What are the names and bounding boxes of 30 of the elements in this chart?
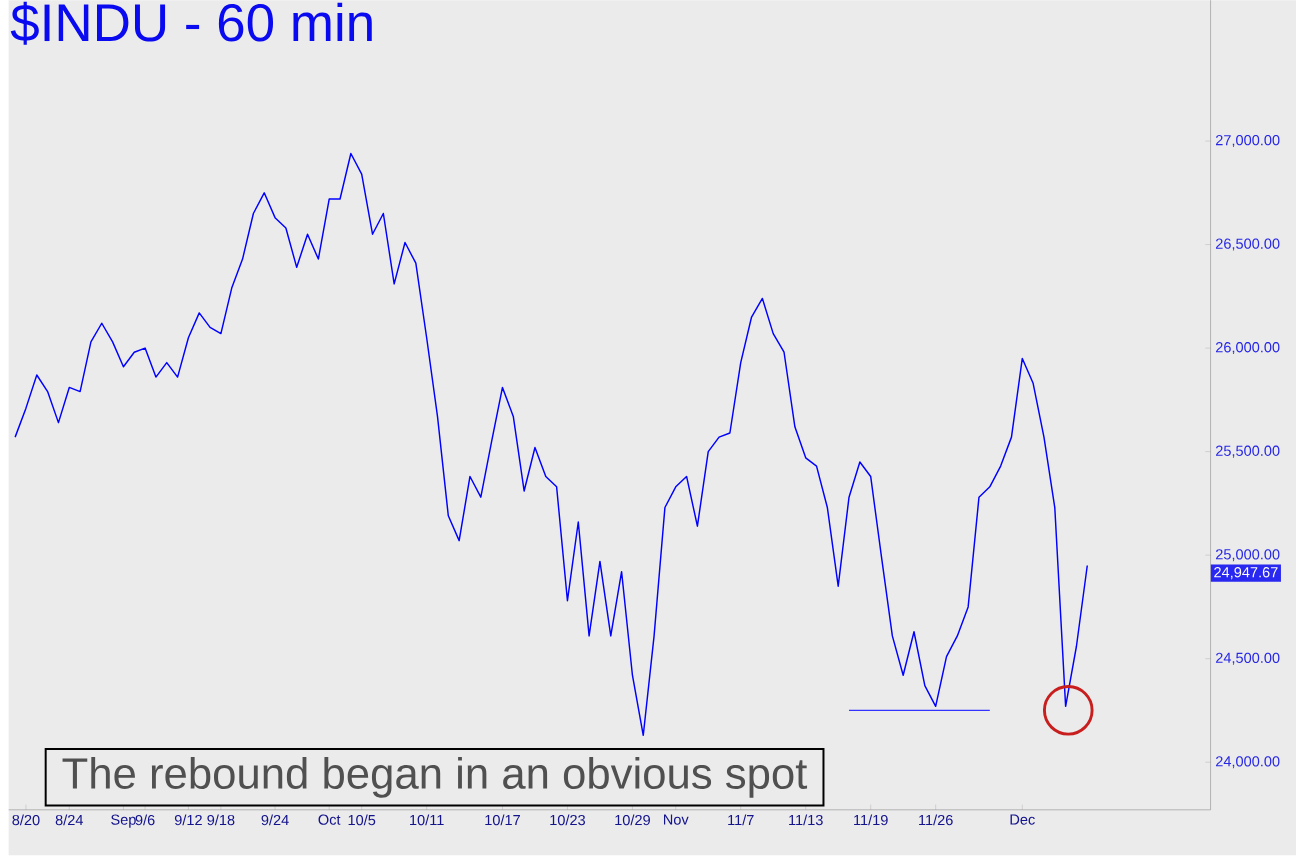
line-series — [14, 152, 1089, 737]
x-tick-label: 11/19 — [854, 814, 888, 826]
y-tick-label: 25,500.00 — [1215, 445, 1280, 458]
x-tick-label: 9/12 — [174, 814, 202, 826]
x-tick-label: 11/26 — [919, 814, 953, 826]
x-tick-label: 9/24 — [261, 814, 289, 826]
x-tick-label: Dec — [1010, 814, 1035, 825]
x-tick-label: 10/5 — [348, 814, 376, 826]
x-tick-label: 11/13 — [789, 814, 823, 826]
text: 24,947.67 — [1214, 567, 1278, 580]
x-tick-label: 10/17 — [485, 814, 520, 826]
y-tick-label: 26,000.00 — [1215, 342, 1280, 355]
y-tick-label: 26,500.00 — [1215, 238, 1280, 251]
y-tick-label: 25,000.00 — [1215, 549, 1280, 562]
x-tick-label: 10/11 — [410, 814, 444, 826]
x-tick-label: 8/24 — [55, 814, 84, 826]
annotation: The rebound began in an obvious spot — [62, 757, 808, 798]
y-tick-label: 24,000.00 — [1215, 756, 1280, 769]
x-tick-label: Sep — [111, 814, 136, 828]
x-tick-label: 10/29 — [615, 814, 650, 826]
y-tick-label: 24,500.00 — [1215, 652, 1280, 665]
x-tick-label: 9/18 — [207, 814, 235, 826]
chart-title: $INDU - 60 min — [10, 2, 372, 45]
x-tick-label: 8/20 — [12, 814, 40, 826]
x-tick-label: 11/7 — [728, 814, 754, 826]
x-tick-label: Nov — [664, 814, 689, 825]
x-tick-label: 10/23 — [550, 814, 586, 826]
x-tick-label: Oct — [318, 814, 341, 826]
x-tick-label: 9/6 — [135, 814, 155, 826]
y-tick-label: 27,000.00 — [1215, 135, 1280, 148]
